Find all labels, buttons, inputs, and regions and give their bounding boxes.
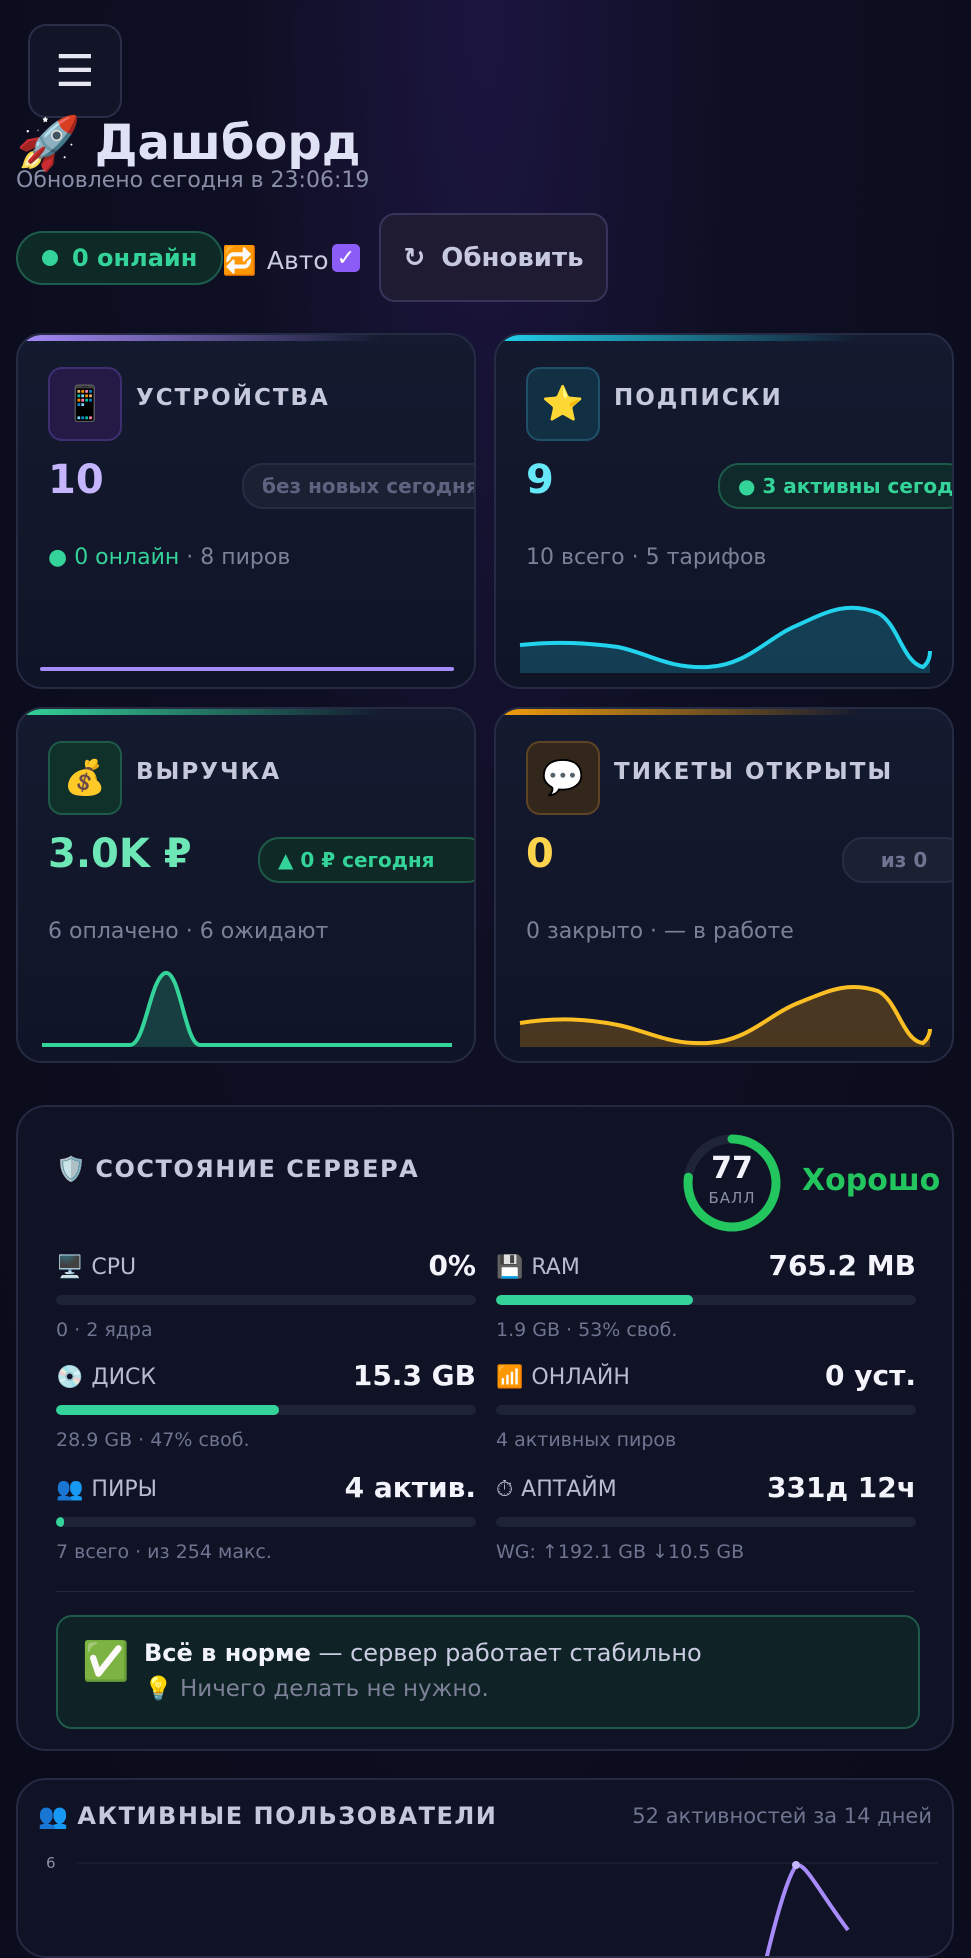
chart-point [792,1861,800,1869]
monitor-icon: 🖥️ [56,1255,84,1280]
metric-value: 765.2 MB [768,1249,916,1282]
subscriptions-badge: ● 3 активны сегодня [718,463,952,509]
floppy-disk-icon: 💾 [496,1255,524,1280]
metric-value: 0% [428,1249,476,1282]
hamburger-icon: ☰ [55,45,95,97]
metric-note: WG: ↑192.1 GB ↓10.5 GB [496,1541,745,1563]
metric-note: 28.9 GB · 47% своб. [56,1429,250,1451]
metric-note: 1.9 GB · 53% своб. [496,1319,678,1341]
metric-label: ПИРЫ [91,1477,158,1502]
health-score: 77 [711,1151,753,1186]
revenue-sparkline [42,971,452,1047]
phone-icon: 📱 [48,367,122,441]
subscriptions-value: 9 [526,457,554,503]
server-ok-banner: ✅ Всё в норме — сервер работает стабильн… [56,1615,920,1729]
active-users-meta: 52 активностей за 14 дней [632,1804,932,1828]
online-count: 0 онлайн [72,244,198,272]
money-bag-icon: 💰 [48,741,122,815]
server-state-title: 🛡️ СОСТОЯНИЕ СЕРВЕРА [56,1155,419,1183]
auto-refresh-checkbox[interactable]: ✓ [332,244,360,272]
devices-badge: без новых сегодня [242,463,474,509]
metric-label: ОНЛАЙН [531,1365,630,1390]
tickets-value: 0 [526,831,554,877]
devices-online: ● 0 онлайн [48,545,180,570]
tickets-sub: 0 закрыто · — в работе [526,919,794,944]
metric-label: RAM [531,1255,580,1280]
tickets-card[interactable]: 💬 ТИКЕТЫ ОТКРЫТЫ 0 из 0 0 закрыто · — в … [494,707,954,1063]
speech-bubble-icon: 💬 [526,741,600,815]
users-icon: 👥 [38,1802,70,1830]
ok-bold: Всё в норме [144,1639,311,1667]
subscriptions-label: ПОДПИСКИ [614,385,783,411]
star-icon: ⭐ [526,367,600,441]
metric-value: 331д 12ч [767,1471,916,1504]
metric-value: 0 уст. [825,1359,916,1392]
divider [56,1591,914,1592]
devices-card[interactable]: 📱 УСТРОЙСТВА 10 без новых сегодня ● 0 он… [16,333,476,689]
y-axis-tick: 6 [46,1854,56,1872]
tickets-label: ТИКЕТЫ ОТКРЫТЫ [614,759,894,785]
menu-button[interactable]: ☰ [28,24,122,118]
metric-value: 15.3 GB [352,1359,476,1392]
devices-label: УСТРОЙСТВА [136,385,330,411]
server-state-panel: 🛡️ СОСТОЯНИЕ СЕРВЕРА 77 БАЛЛ Хорошо 🖥️ CPU… [16,1105,954,1751]
refresh-label: Обновить [441,242,584,273]
refresh-button[interactable]: ↻ Обновить [379,213,608,302]
signal-icon: 📶 [496,1365,524,1390]
shield-icon: 🛡️ [56,1155,88,1183]
active-users-chart [76,1861,938,1956]
tickets-badge: из 0 [842,837,952,883]
active-users-title-text: АКТИВНЫЕ ПОЛЬЗОВАТЕЛИ [77,1802,498,1830]
devices-peers: · 8 пиров [179,545,291,570]
refresh-icon: ↻ [403,242,426,273]
tickets-sparkline [519,984,932,1047]
server-title-text: СОСТОЯНИЕ СЕРВЕРА [95,1155,420,1183]
metric-label: АПТАЙМ [521,1477,617,1502]
revenue-label: ВЫРУЧКА [136,759,282,785]
revenue-badge: ▲ 0 ₽ сегодня [258,837,474,883]
metric-value: 4 актив. [344,1471,476,1504]
subscriptions-card[interactable]: ⭐ ПОДПИСКИ 9 ● 3 активны сегодня 10 всег… [494,333,954,689]
metric-note: 4 активных пиров [496,1429,677,1451]
check-mark-icon: ✅ [82,1639,130,1683]
subscriptions-sparkline [519,605,932,673]
ok-text: — сервер работает стабильно [310,1639,702,1667]
health-status: Хорошо [802,1163,941,1198]
metric-label: CPU [91,1255,137,1280]
active-users-title: 👥 АКТИВНЫЕ ПОЛЬЗОВАТЕЛИ [38,1802,497,1830]
updated-timestamp: Обновлено сегодня в 23:06:19 [16,168,370,193]
revenue-card[interactable]: 💰 ВЫРУЧКА 3.0K ₽ ▲ 0 ₽ сегодня 6 оплачен… [16,707,476,1063]
metric-note: 7 всего · из 254 макс. [56,1541,272,1563]
revenue-sub: 6 оплачено · 6 ожидают [48,919,329,944]
repeat-icon: 🔁 [222,243,257,277]
auto-refresh-label: 🔁 Авто [222,240,329,280]
devices-value: 10 [48,457,104,503]
online-dot-icon [42,250,58,266]
subscriptions-sub: 10 всего · 5 тарифов [526,545,767,570]
online-status-pill: 0 онлайн [16,231,224,285]
devices-sparkline [40,667,454,671]
disc-icon: 💿 [56,1365,84,1390]
metric-note: 0 · 2 ядра [56,1319,153,1341]
rocket-icon: 🚀 [16,113,81,174]
stopwatch-icon: ⏱ [496,1477,514,1502]
page-title-row: 🚀 Дашборд [16,108,360,178]
users-icon: 👥 [56,1477,84,1502]
ok-hint: 💡 Ничего делать не нужно. [144,1676,489,1702]
active-users-panel: 👥 АКТИВНЫЕ ПОЛЬЗОВАТЕЛИ 52 активностей за… [16,1778,954,1958]
health-score-gauge: 77 БАЛЛ [682,1133,782,1233]
metric-label: ДИСК [91,1365,157,1390]
auto-label: Авто [266,245,329,275]
devices-sub: ● 0 онлайн · 8 пиров [48,545,290,570]
revenue-value: 3.0K ₽ [48,831,192,877]
health-score-caption: БАЛЛ [708,1189,756,1207]
page-title: Дашборд [94,115,361,171]
ok-message: Всё в норме — сервер работает стабильно [144,1639,702,1667]
